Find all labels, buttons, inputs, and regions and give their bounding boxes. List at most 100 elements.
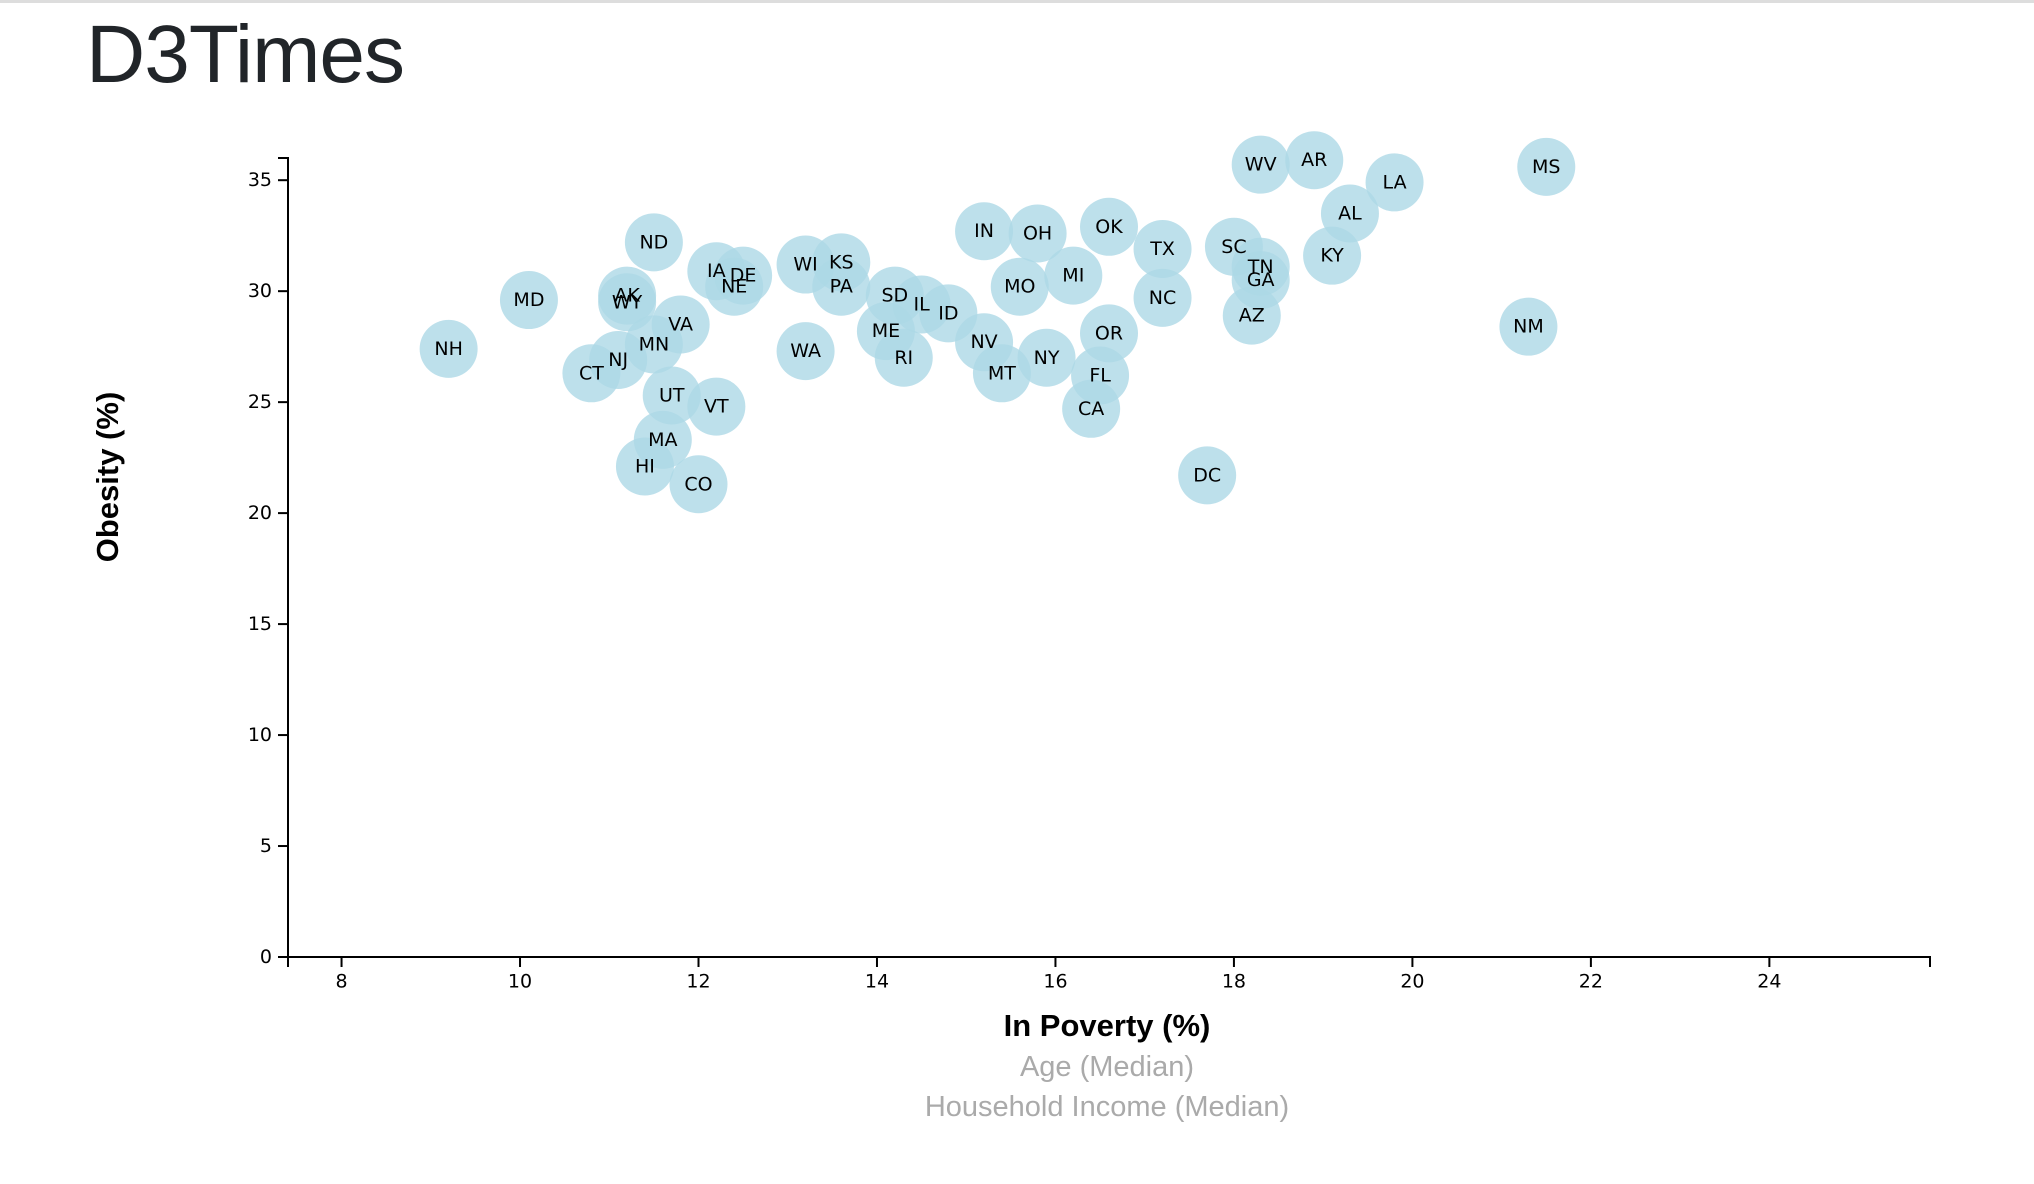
- state-marker-ms[interactable]: [1517, 137, 1576, 196]
- state-marker-ca[interactable]: [1062, 379, 1121, 438]
- state-label-nj: NJ: [608, 349, 628, 371]
- state-marker-vt[interactable]: [687, 377, 746, 436]
- state-label-de: DE: [730, 265, 757, 287]
- state-marker-va[interactable]: [651, 295, 710, 354]
- state-marker-ne[interactable]: [705, 257, 764, 316]
- state-label-hi: HI: [635, 456, 655, 478]
- y-tick-label: 35: [248, 169, 272, 191]
- x-tick-label: 22: [1579, 971, 1603, 993]
- state-marker-oh[interactable]: [1008, 204, 1067, 263]
- page-title: D3Times: [86, 9, 405, 100]
- state-marker-dc[interactable]: [1178, 446, 1237, 505]
- x-tick-label: 14: [865, 971, 889, 993]
- state-label-va: VA: [668, 313, 693, 335]
- state-marker-tx[interactable]: [1133, 219, 1192, 278]
- state-label-wv: WV: [1245, 154, 1277, 176]
- state-label-nh: NH: [434, 338, 463, 360]
- state-label-ak: AK: [614, 285, 640, 307]
- x-tick-label: 18: [1222, 971, 1246, 993]
- state-label-ma: MA: [648, 429, 677, 451]
- state-label-ks: KS: [829, 251, 854, 273]
- state-label-nc: NC: [1149, 287, 1176, 309]
- state-marker-in[interactable]: [955, 202, 1014, 261]
- state-label-al: AL: [1338, 202, 1362, 224]
- state-label-mn: MN: [639, 333, 670, 355]
- state-marker-ar[interactable]: [1285, 131, 1344, 190]
- state-marker-nm[interactable]: [1499, 297, 1558, 356]
- y-tick-label: 15: [248, 613, 272, 635]
- state-label-co: CO: [684, 473, 712, 495]
- state-label-sc: SC: [1221, 236, 1246, 258]
- state-marker-md[interactable]: [499, 271, 558, 330]
- state-label-ky: KY: [1320, 245, 1344, 267]
- state-marker-mo[interactable]: [990, 257, 1049, 316]
- x-axis-label-age[interactable]: Age (Median): [1020, 1051, 1194, 1083]
- state-marker-az[interactable]: [1222, 286, 1281, 345]
- state-marker-ok[interactable]: [1080, 197, 1138, 256]
- state-marker-wy[interactable]: [598, 273, 657, 332]
- state-label-ok: OK: [1095, 216, 1123, 238]
- state-label-nd: ND: [639, 231, 668, 253]
- state-label-wi: WI: [793, 254, 817, 276]
- state-label-ms: MS: [1532, 156, 1560, 178]
- state-label-wa: WA: [790, 340, 821, 362]
- state-label-in: IN: [974, 220, 994, 242]
- state-marker-mt[interactable]: [972, 344, 1031, 403]
- x-tick-label: 10: [508, 971, 532, 993]
- state-label-ct: CT: [579, 362, 604, 384]
- state-label-tx: TX: [1149, 238, 1175, 260]
- state-marker-nh[interactable]: [419, 319, 478, 378]
- y-axis-domain: [278, 157, 289, 958]
- state-marker-ny[interactable]: [1017, 328, 1076, 387]
- state-marker-co[interactable]: [669, 455, 728, 514]
- state-label-ne: NE: [721, 276, 747, 298]
- x-tick-label: 12: [686, 971, 710, 993]
- state-label-az: AZ: [1239, 305, 1265, 327]
- top-border: [0, 0, 2034, 3]
- y-tick-label: 5: [260, 835, 272, 857]
- state-label-vt: VT: [704, 396, 729, 418]
- state-marker-nd[interactable]: [624, 213, 683, 272]
- state-label-ut: UT: [659, 384, 685, 406]
- state-label-nm: NM: [1513, 316, 1544, 338]
- state-label-oh: OH: [1023, 222, 1052, 244]
- state-label-pa: PA: [830, 276, 853, 298]
- state-marker-hi[interactable]: [615, 437, 674, 496]
- state-label-ga: GA: [1247, 269, 1275, 291]
- y-tick-label: 30: [248, 280, 272, 302]
- state-marker-ky[interactable]: [1303, 226, 1362, 285]
- state-label-tn: TN: [1247, 256, 1274, 278]
- state-label-or: OR: [1095, 322, 1123, 344]
- state-marker-mi[interactable]: [1044, 246, 1103, 305]
- state-label-mo: MO: [1004, 276, 1035, 298]
- y-axis: 0 5 10 15 20 25 30 35: [248, 157, 289, 968]
- state-label-ar: AR: [1301, 149, 1327, 171]
- state-label-la: LA: [1383, 171, 1407, 193]
- state-label-nv: NV: [970, 331, 997, 353]
- x-axis-label-income[interactable]: Household Income (Median): [925, 1091, 1289, 1123]
- state-marker-wa[interactable]: [776, 322, 835, 381]
- x-axis-domain: [287, 956, 1931, 967]
- y-tick-label: 10: [248, 724, 272, 746]
- state-marker-nc[interactable]: [1133, 268, 1192, 327]
- y-tick-label: 0: [260, 946, 272, 968]
- state-marker-ut[interactable]: [642, 366, 701, 425]
- x-axis-label-poverty[interactable]: In Poverty (%): [1004, 1008, 1211, 1043]
- state-label-dc: DC: [1193, 464, 1221, 486]
- state-label-ca: CA: [1078, 398, 1104, 420]
- state-label-mt: MT: [988, 362, 1016, 384]
- state-marker-la[interactable]: [1365, 153, 1424, 212]
- y-tick-label: 20: [248, 502, 272, 524]
- x-tick-label: 8: [335, 971, 347, 993]
- state-label-ny: NY: [1034, 347, 1060, 369]
- state-label-sd: SD: [881, 285, 908, 307]
- state-marker-wv[interactable]: [1231, 135, 1290, 194]
- state-marker-pa[interactable]: [812, 257, 871, 316]
- y-axis-label[interactable]: Obesity (%): [90, 392, 125, 563]
- state-label-mi: MI: [1062, 265, 1084, 287]
- state-marker-ri[interactable]: [874, 328, 933, 387]
- x-tick-label: 20: [1400, 971, 1424, 993]
- x-axis: 8 10 12 14 16 18 20 22 24: [287, 956, 1931, 993]
- x-tick-label: 16: [1043, 971, 1067, 993]
